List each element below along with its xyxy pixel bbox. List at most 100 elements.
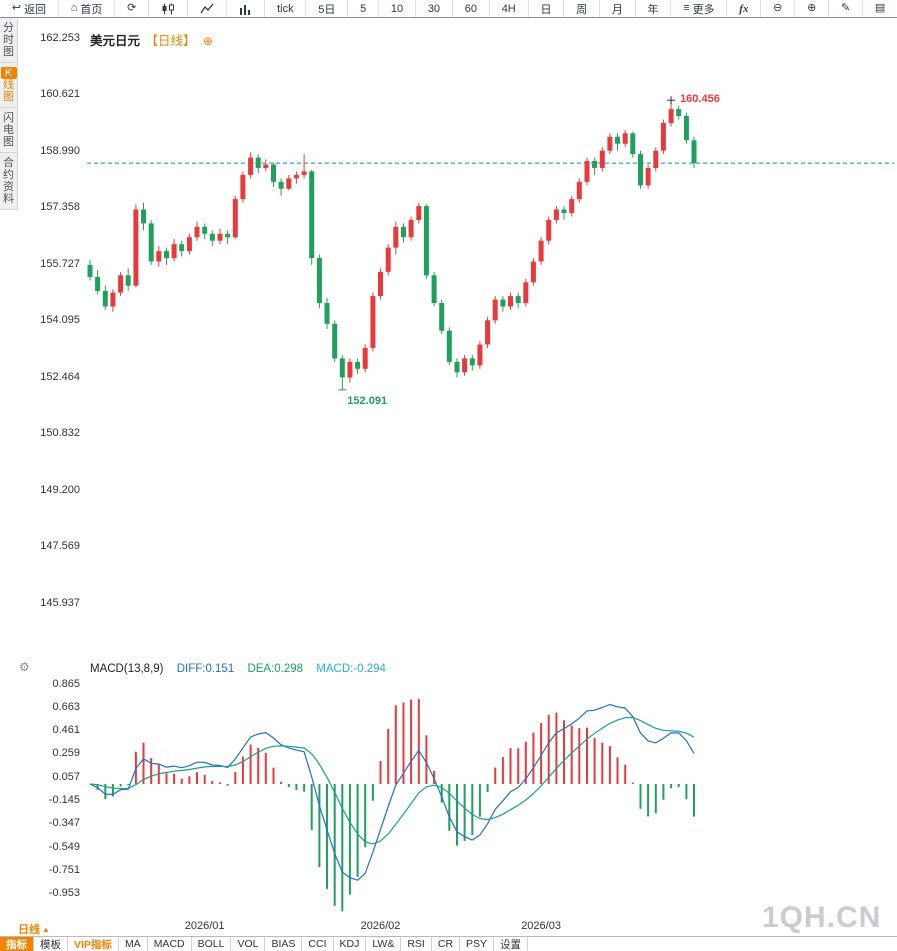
macd-axis-label: 0.259 <box>52 747 80 760</box>
period-month[interactable]: 月 <box>600 0 636 17</box>
linechart-icon <box>200 3 214 15</box>
symbol-name: 美元日元 <box>90 34 141 48</box>
svg-text:160.456: 160.456 <box>680 93 720 105</box>
period-month-label: 月 <box>611 3 623 16</box>
macd-axis-label: -0.751 <box>48 864 80 877</box>
more-tools-button[interactable]: ▤ <box>863 0 897 17</box>
tab-lwr[interactable]: LW& <box>366 937 402 951</box>
fx-button[interactable]: fx <box>727 0 762 17</box>
macd-axis-label: 0.461 <box>52 724 80 737</box>
period-10m[interactable]: 10 <box>379 0 416 17</box>
price-axis-label: 158.990 <box>40 144 80 157</box>
period-5d[interactable]: 5日 <box>306 0 349 17</box>
macd-value: MACD:-0.294 <box>316 663 386 675</box>
zoom-in-button[interactable]: ⊕ <box>795 0 830 17</box>
period-30m-label: 30 <box>427 2 441 15</box>
pen-icon: ✎ <box>840 2 851 14</box>
tab-time-chart[interactable]: 分时图 <box>0 18 18 63</box>
tab-macd[interactable]: MACD <box>148 937 192 951</box>
macd-axis-label: -0.347 <box>48 817 80 830</box>
kline-icon <box>161 3 175 15</box>
price-axis-label: 145.937 <box>40 596 80 609</box>
tab-vol[interactable]: VOL <box>231 937 266 951</box>
volume-view-button[interactable] <box>227 0 266 17</box>
tab-templates[interactable]: 模板 <box>34 937 68 951</box>
price-axis-label: 152.464 <box>40 370 80 383</box>
line-view-button[interactable] <box>188 0 227 17</box>
home-icon: ⌂ <box>70 2 78 14</box>
period-60m[interactable]: 60 <box>453 0 490 17</box>
sidebar-char: 线 <box>3 79 14 91</box>
tab-indicators[interactable]: 指标 <box>0 937 34 951</box>
period-year-label: 年 <box>647 3 659 16</box>
tab-kdj[interactable]: KDJ <box>334 937 367 951</box>
period-day[interactable]: 日 <box>529 0 565 17</box>
sidebar-char: K <box>0 67 17 79</box>
macd-name-label: MACD(13,8,9) <box>90 663 164 675</box>
kline-view-button[interactable] <box>149 0 188 17</box>
sidebar-char: 合 <box>3 157 14 169</box>
macd-axis-label: -0.549 <box>48 840 80 853</box>
macd-axis-label: -0.953 <box>48 887 80 900</box>
tab-rsi[interactable]: RSI <box>401 937 432 951</box>
price-axis-label: 162.253 <box>40 31 80 44</box>
indicator-settings-icon[interactable]: ⚙ <box>19 660 30 674</box>
home-button[interactable]: ⌂ 首页 <box>59 0 116 17</box>
period-60m-label: 60 <box>464 2 477 15</box>
macd-dea-value: DEA:0.298 <box>247 663 304 675</box>
sidebar-char: 电 <box>3 124 14 136</box>
draw-button[interactable]: ✎ <box>829 0 864 17</box>
chart-title: 美元日元 【日线】 ⊕ <box>90 30 213 49</box>
period-selector-label: 日线 <box>18 924 40 936</box>
price-axis-label: 160.621 <box>40 88 80 100</box>
zoom-out-button[interactable]: ⊖ <box>761 0 796 17</box>
period-week[interactable]: 周 <box>564 0 600 17</box>
add-indicator-icon[interactable]: ⊕ <box>203 34 214 48</box>
more-periods-button[interactable]: ≡ 更多 <box>671 0 728 17</box>
tab-bias[interactable]: BIAS <box>265 937 303 951</box>
x-axis-label: 2026/02 <box>360 920 401 932</box>
home-button-label: 首页 <box>80 3 103 16</box>
period-tick[interactable]: tick <box>265 0 307 17</box>
period-selector[interactable]: 日线 ▲ <box>18 921 50 937</box>
period-tick-label: tick <box>277 2 294 15</box>
tab-flash-chart[interactable]: 闪电图 <box>0 108 18 153</box>
period-30m[interactable]: 30 <box>416 0 453 17</box>
tab-cci[interactable]: CCI <box>302 937 334 951</box>
period-year[interactable]: 年 <box>636 0 672 17</box>
macd-header[interactable]: MACD(13,8,9) DIFF:0.151 DEA:0.298 MACD:-… <box>90 663 396 675</box>
tab-settings[interactable]: 设置 <box>494 937 529 951</box>
macd-lines <box>89 703 695 881</box>
sidebar-char: 闪 <box>3 112 14 124</box>
macd-axis-label: 0.663 <box>52 700 80 713</box>
fx-button-label: fx <box>739 2 749 15</box>
tab-cr[interactable]: CR <box>432 937 461 951</box>
price-annotations: 160.456 152.091 <box>338 93 720 407</box>
period-day-label: 日 <box>540 3 552 16</box>
back-icon: ↩ <box>11 2 22 14</box>
zoom-in-icon: ⊕ <box>807 2 817 14</box>
sidebar-char: 分 <box>3 22 14 34</box>
tab-contract-info[interactable]: 合约资料 <box>0 153 18 210</box>
period-4h[interactable]: 4H <box>490 0 529 17</box>
tab-boll[interactable]: BOLL <box>192 937 232 951</box>
zoom-out-icon: ⊖ <box>773 2 783 14</box>
period-10m-label: 10 <box>390 2 404 15</box>
period-5d-label: 5日 <box>318 3 336 16</box>
period-5m[interactable]: 5 <box>348 0 380 17</box>
tab-psy[interactable]: PSY <box>460 937 495 951</box>
sidebar-char: 图 <box>3 136 14 148</box>
macd-axis-label: 0.865 <box>52 677 80 690</box>
price-axis-label: 154.095 <box>40 314 80 326</box>
price-axis-label: 155.727 <box>40 257 80 270</box>
sidebar-char: 图 <box>3 46 14 58</box>
tab-ma[interactable]: MA <box>119 937 148 951</box>
refresh-button[interactable]: ⟳ <box>115 0 150 17</box>
price-axis-label: 157.358 <box>40 201 80 213</box>
tab-vip-indicators[interactable]: VIP指标 <box>68 937 119 951</box>
watermark: 1QH.CN <box>762 901 882 934</box>
back-button[interactable]: ↩ 返回 <box>0 0 59 17</box>
